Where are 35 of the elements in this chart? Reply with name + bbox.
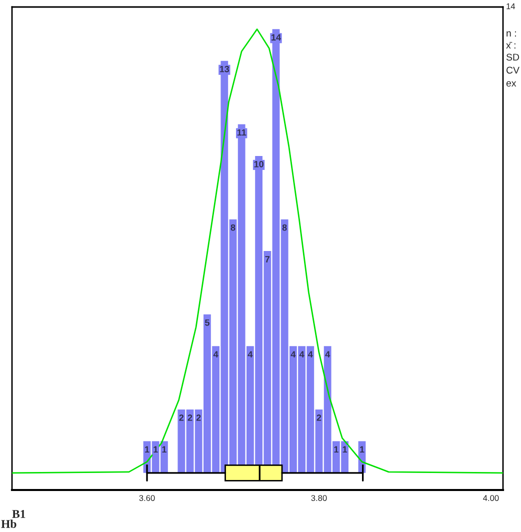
data-label: 1 bbox=[342, 446, 348, 452]
data-label: 4 bbox=[299, 351, 304, 358]
text: SD bbox=[506, 54, 520, 61]
text: ex bbox=[506, 81, 516, 87]
text: B1 bbox=[12, 510, 26, 518]
data-label: 7 bbox=[265, 256, 270, 262]
data-label: 2 bbox=[179, 414, 184, 421]
data-label: 10 bbox=[254, 160, 264, 168]
data-label: 2 bbox=[196, 414, 201, 421]
data-label: 1 bbox=[334, 446, 338, 452]
data-label: 5 bbox=[204, 320, 210, 326]
x-tick-label: 4.00 bbox=[483, 495, 499, 501]
data-label: 1 bbox=[154, 446, 158, 452]
data-label: 4 bbox=[248, 351, 253, 358]
data-label: 2 bbox=[188, 414, 192, 421]
data-label: 1 bbox=[162, 446, 166, 452]
x-tick-label: 3.80 bbox=[311, 495, 327, 501]
text: Hb bbox=[1, 520, 16, 528]
data-label: 4 bbox=[213, 351, 218, 358]
data-label: 4 bbox=[290, 351, 296, 358]
data-label: 14 bbox=[272, 34, 281, 40]
data-label: 1 bbox=[360, 446, 364, 452]
data-label: 4 bbox=[325, 351, 330, 358]
data-label: 2 bbox=[316, 414, 322, 421]
text: CV bbox=[506, 66, 520, 74]
text: 14 bbox=[506, 3, 516, 10]
x-tick-label: 3.60 bbox=[139, 495, 155, 501]
data-label: 8 bbox=[230, 224, 236, 231]
data-label: 13 bbox=[220, 66, 230, 72]
text: n : bbox=[506, 31, 516, 37]
text: x̄ : bbox=[506, 42, 516, 49]
data-label: 1 bbox=[145, 446, 150, 452]
data-label: 11 bbox=[237, 129, 246, 136]
data-label: 4 bbox=[308, 351, 313, 358]
data-label: 8 bbox=[282, 224, 287, 231]
